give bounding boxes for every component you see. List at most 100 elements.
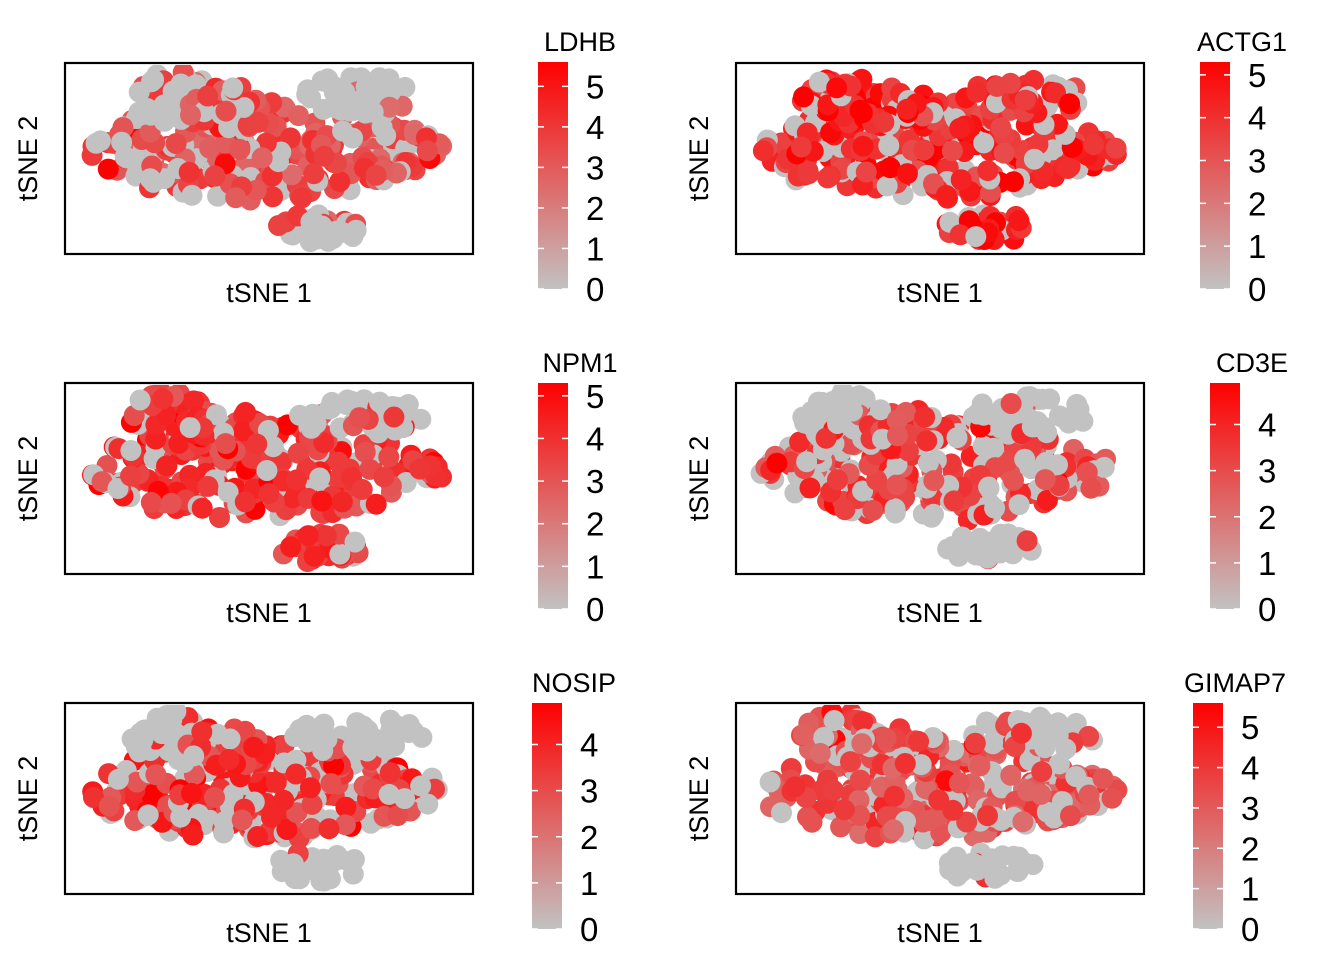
data-point <box>416 140 438 162</box>
plot-frame <box>734 701 1146 896</box>
data-point <box>291 187 313 209</box>
data-point <box>385 714 407 736</box>
tsne-panel-ldhb: tSNE 1 tSNE 2 LDHB 0 12 34 5 <box>13 27 616 308</box>
data-point <box>231 809 253 831</box>
data-point <box>966 81 988 103</box>
data-point <box>873 111 895 133</box>
data-point <box>243 736 265 758</box>
data-point <box>410 775 432 797</box>
data-point <box>287 442 309 464</box>
tsne-panel-actg1: tSNE 1 tSNE 2 ACTG1 0 1 2 3 4 5 <box>684 27 1287 308</box>
data-point <box>938 852 960 874</box>
data-point <box>165 133 187 154</box>
data-point <box>332 120 354 142</box>
data-point <box>883 819 904 841</box>
data-point <box>330 97 351 119</box>
data-point <box>1019 386 1041 408</box>
data-point <box>784 776 806 798</box>
data-point <box>875 727 897 749</box>
data-point <box>303 163 325 185</box>
legend-tick-label: 1 <box>1258 545 1276 582</box>
data-point <box>288 105 309 127</box>
y-axis-label: tSNE 2 <box>13 756 43 842</box>
data-point <box>1000 764 1022 786</box>
data-point <box>181 782 202 804</box>
data-point <box>896 98 918 120</box>
data-point <box>913 828 935 850</box>
data-point <box>870 399 891 421</box>
data-point <box>833 799 855 821</box>
color-legend: NPM1 0 1 2 3 4 5 <box>538 348 618 628</box>
data-point <box>813 727 835 748</box>
data-point <box>923 470 945 492</box>
data-point <box>1092 768 1114 790</box>
data-point <box>373 466 395 488</box>
data-point <box>1034 469 1056 491</box>
data-point <box>965 226 987 248</box>
data-point <box>950 169 972 191</box>
data-point <box>273 789 295 811</box>
data-point <box>247 826 269 847</box>
tsne-panel-npm1: tSNE 1 tSNE 2 NPM1 0 1 2 3 4 5 <box>13 348 618 628</box>
legend-tick-label: 5 <box>1248 57 1266 94</box>
data-point <box>886 474 908 496</box>
legend-tick-label: 3 <box>586 463 604 500</box>
data-point <box>796 451 818 473</box>
data-point <box>180 104 201 126</box>
data-point <box>235 401 256 423</box>
data-point <box>152 388 174 410</box>
data-point <box>139 121 161 143</box>
data-point <box>852 711 874 733</box>
data-point <box>204 165 226 187</box>
legend-tick-label: 2 <box>580 819 598 856</box>
data-point <box>990 117 1012 139</box>
data-point <box>1016 530 1038 552</box>
data-point <box>949 117 971 139</box>
data-point <box>1003 469 1024 491</box>
data-point <box>822 779 844 801</box>
x-axis-label: tSNE 1 <box>226 278 312 308</box>
data-point <box>222 77 244 99</box>
data-point <box>246 433 268 455</box>
data-point <box>1105 137 1127 159</box>
data-point <box>801 811 823 833</box>
legend-colorbar <box>538 383 568 609</box>
x-axis-label: tSNE 1 <box>897 918 983 948</box>
data-point <box>766 452 788 474</box>
data-point <box>383 406 405 428</box>
data-point <box>798 163 820 185</box>
data-point <box>1078 725 1100 747</box>
tsne-panel-cd3e: tSNE 1 tSNE 2 CD3E 0 1 2 3 4 <box>684 348 1288 628</box>
data-point <box>345 219 367 241</box>
data-point <box>1057 158 1079 179</box>
legend-tick-label: 2 <box>1258 499 1276 536</box>
data-point <box>329 543 351 565</box>
data-point <box>204 786 225 808</box>
legend-tick-label: 4 <box>1241 750 1259 787</box>
data-point <box>336 389 358 411</box>
data-point <box>897 440 919 462</box>
legend-tick-label: 2 <box>1241 830 1259 867</box>
data-point <box>362 778 384 800</box>
data-point <box>977 805 998 827</box>
data-point <box>217 481 239 503</box>
data-point <box>178 161 200 183</box>
data-point <box>262 436 284 458</box>
data-point <box>365 493 387 515</box>
data-point <box>916 430 938 452</box>
data-point <box>910 754 932 776</box>
data-point <box>1000 393 1022 414</box>
legend-tick-label: 5 <box>586 68 604 105</box>
plot-frame <box>63 701 475 896</box>
data-point <box>886 409 908 431</box>
data-point <box>923 503 944 525</box>
data-point <box>978 476 1000 498</box>
data-point <box>1078 784 1100 806</box>
data-point <box>156 455 178 477</box>
data-point <box>852 135 874 157</box>
data-point <box>840 751 861 773</box>
tsne-panel-nosip: tSNE 1 tSNE 2 NOSIP 0 1 2 3 4 <box>13 668 616 948</box>
legend-title: ACTG1 <box>1197 27 1287 57</box>
scatter-points <box>82 705 448 892</box>
data-point <box>984 497 1006 519</box>
